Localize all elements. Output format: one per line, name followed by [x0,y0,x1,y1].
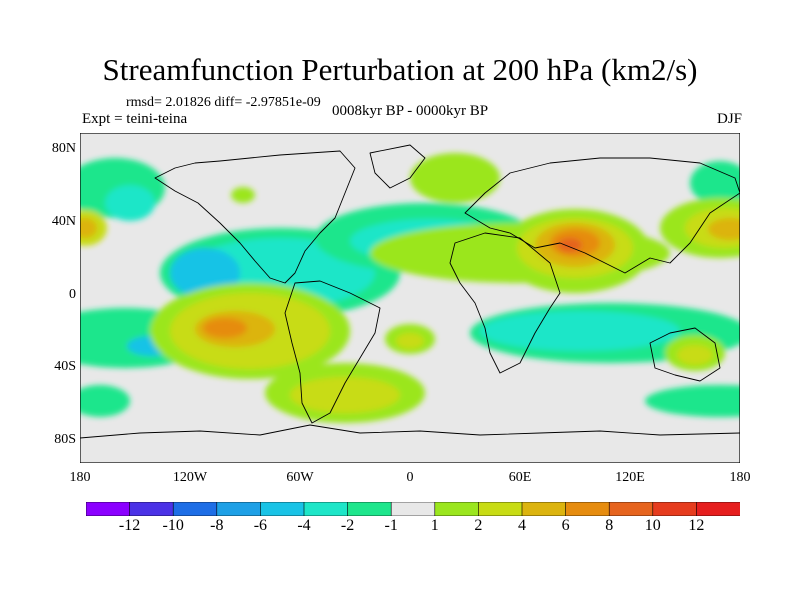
coastline-south-america [284,280,381,424]
colorbar-tick-label: -12 [118,517,141,534]
anomaly-region [645,385,740,417]
colorbar-tick-label: -10 [162,517,184,534]
colorbar-tick-label: -8 [210,517,224,534]
colorbar-tick-label: -4 [297,517,311,534]
anomaly-region [690,161,740,205]
colorbar-swatch [260,502,305,516]
y-tick-40s: 40S [54,359,76,374]
x-tick-0: 0 [406,470,414,485]
anomaly-region [480,311,680,351]
x-tick-60w: 60W [286,470,314,485]
colorbar-swatch [303,502,349,516]
contour-fill-layer [80,153,740,423]
colorbar-tick-label: -2 [340,517,355,534]
streamfunction-map [80,133,740,463]
colorbar-swatch [434,502,480,516]
colorbar-tick-label: 12 [688,517,705,534]
anomaly-region [677,345,713,365]
colorbar-tick-label: 2 [474,517,483,534]
colorbar-tick-label: 8 [605,517,614,534]
y-tick-0: 0 [69,287,76,302]
coastline-australia [649,327,721,382]
coastlines [80,144,740,439]
colorbar-swatch [172,502,218,516]
stats-text: rmsd= 2.01826 diff= -2.97851e-09 [126,95,321,110]
x-tick-180e: 180 [729,470,751,485]
coastline-africa [449,232,561,374]
colorbar-tick-label: 4 [518,517,526,534]
anomaly-region [410,153,500,203]
y-tick-80n: 80N [51,141,76,156]
map-title: Streamfunction Perturbation at 200 hPa (… [102,52,698,87]
colorbar-swatch [565,502,611,516]
colorbar [86,502,740,516]
anomaly-region [290,377,400,413]
y-tick-80s: 80S [54,432,76,447]
colorbar-swatch [652,502,698,516]
anomaly-region [396,333,424,349]
colorbar-swatch [521,502,567,516]
colorbar-swatch [86,502,131,516]
colorbar-tick-label: -6 [253,517,268,534]
anomaly-region [80,385,130,417]
coastline-europe-asia [464,157,740,274]
colorbar-swatch [478,502,523,516]
anomaly-region [80,218,97,238]
x-tick-120w: 120W [172,470,208,485]
coastline-north-america [154,150,356,284]
colorbar-tick-label: 10 [644,517,661,534]
colorbar-swatch [129,502,174,516]
colorbar-swatch [216,502,262,516]
anomaly-region [203,318,247,338]
season-label: DJF [716,111,742,127]
colorbar-tick-label: 6 [561,517,570,534]
coastline-greenland [369,144,426,189]
anomaly-region [708,218,740,240]
x-tick-120e: 120E [615,470,645,485]
anomaly-region [558,238,582,252]
y-tick-40n: 40N [51,214,76,229]
colorbar-swatch [347,502,393,516]
colorbar-tick-label: 1 [430,517,439,534]
anomaly-region [231,187,255,203]
colorbar-swatch [390,502,436,516]
experiment-label: Expt = teini-teina [82,111,188,127]
coastline-antarctica [80,424,740,439]
period-label: 0008kyr BP - 0000kyr BP [331,103,489,119]
colorbar-swatch [696,502,740,516]
x-tick-180w: 180 [69,470,91,485]
colorbar-swatch [608,502,654,516]
anomaly-region [105,185,155,221]
x-tick-60e: 60E [508,470,532,485]
colorbar-tick-label: -1 [384,517,398,534]
